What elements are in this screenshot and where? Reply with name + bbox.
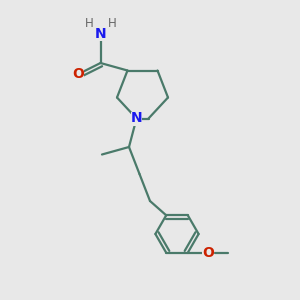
Text: H: H (85, 17, 94, 31)
Text: O: O (202, 246, 214, 260)
Text: O: O (72, 67, 84, 80)
Text: N: N (95, 28, 106, 41)
Text: H: H (107, 17, 116, 31)
Text: N: N (131, 112, 142, 125)
